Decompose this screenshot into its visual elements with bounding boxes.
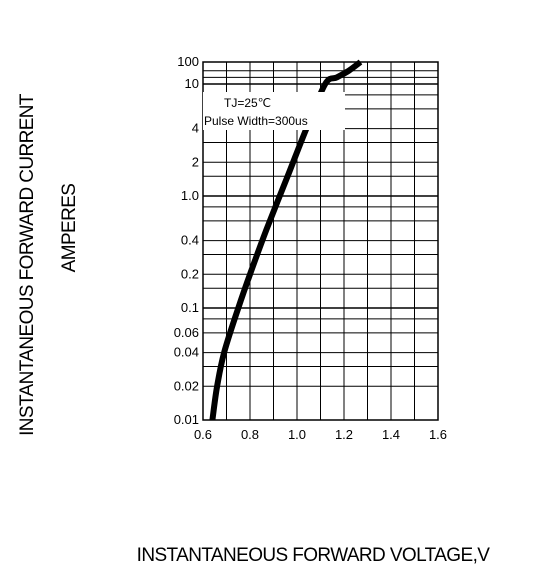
y-tick-label: 0.01 [174, 412, 199, 427]
y-tick-label: 2 [192, 154, 199, 169]
x-tick-label: 1.4 [382, 427, 400, 442]
y-tick-label: 0.04 [174, 345, 199, 360]
y-tick-label: 0.4 [181, 233, 199, 248]
y-axis-title-units: AMPERES [59, 184, 80, 273]
x-tick-label: 1.2 [335, 427, 353, 442]
x-tick-labels: 0.6 0.8 1.0 1.2 1.4 1.6 [194, 427, 447, 442]
y-tick-label: 4 [192, 121, 199, 136]
curve-layer [209, 59, 363, 421]
y-tick-label: 0.1 [181, 300, 199, 315]
x-tick-label: 0.8 [241, 427, 259, 442]
annotation-pulse-width: Pulse Width=300us [204, 114, 308, 128]
x-tick-label: 0.6 [194, 427, 212, 442]
x-tick-label: 1.0 [288, 427, 306, 442]
x-tick-label: 1.6 [429, 427, 447, 442]
y-tick-label: 1.0 [181, 188, 199, 203]
x-axis-title: INSTANTANEOUS FORWARD VOLTAGE,V [137, 545, 491, 566]
y-tick-label: 0.06 [174, 325, 199, 340]
forward-current-curve [209, 59, 363, 421]
y-tick-label: 100 [177, 54, 199, 69]
y-axis-title: INSTANTANEOUS FORWARD CURRENT [17, 93, 38, 436]
y-tick-label: 0.2 [181, 266, 199, 281]
y-tick-label: 10 [185, 76, 199, 91]
annotation-temperature: TJ=25℃ [224, 96, 271, 110]
y-tick-label: 0.02 [174, 378, 199, 393]
plot-frame [202, 61, 439, 421]
annotation-background [203, 92, 345, 130]
y-tick-labels: 0.01 0.02 0.04 0.06 0.1 0.2 0.4 1.0 2 4 10 100 [174, 54, 199, 427]
